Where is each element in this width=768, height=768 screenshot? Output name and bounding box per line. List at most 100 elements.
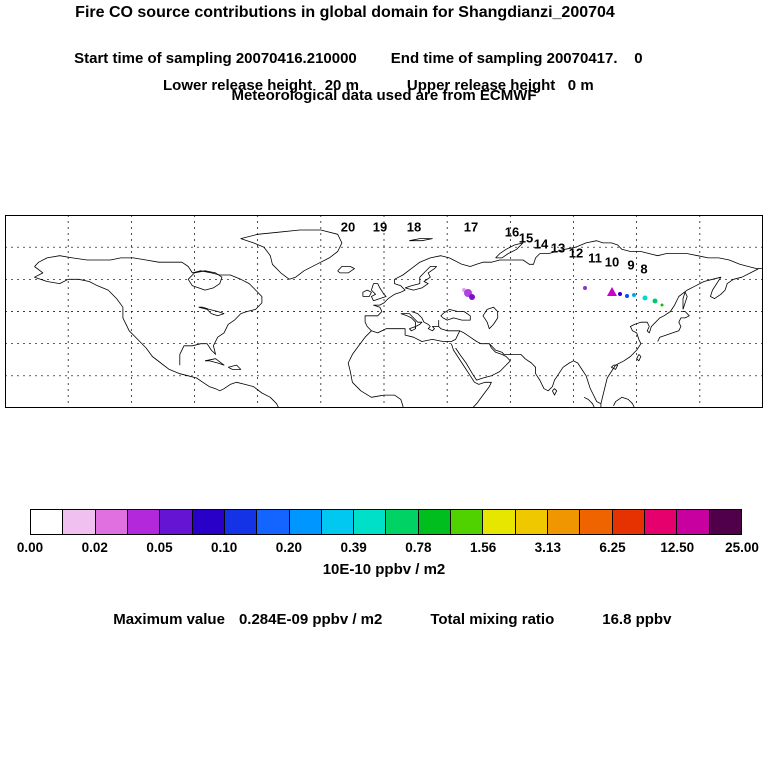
contribution-hotspot <box>652 298 658 304</box>
contribution-hotspot <box>469 294 475 300</box>
coastline <box>482 306 499 330</box>
colorbar-segment <box>62 509 96 535</box>
trajectory-hour-label: 13 <box>551 241 565 256</box>
trajectory-hour-label: 14 <box>534 237 549 252</box>
world-map-svg: 20 19 18 17 16 15 14 13 12 11 10 9 8 <box>5 215 763 408</box>
colorbar-segment <box>482 509 516 535</box>
coastline <box>613 396 635 408</box>
coastline <box>440 309 471 321</box>
met-source-line: Meteorological data used are from ECMWF <box>231 87 537 104</box>
mixing-ratio-value: 16.8 ppbv <box>602 611 672 628</box>
contribution-hotspot <box>642 295 648 301</box>
start-time-text: Start time of sampling 20070416.210000 <box>74 50 357 67</box>
coastline <box>682 291 688 310</box>
coastline <box>404 266 437 291</box>
maximum-value: 0.284E-09 ppbv / m2 <box>238 611 383 628</box>
colorbar-segment <box>514 509 548 535</box>
plot-title: Fire CO source contributions in global d… <box>75 4 615 21</box>
contribution-hotspot <box>632 293 636 297</box>
coastline <box>34 255 263 366</box>
coastline <box>657 311 690 342</box>
coastline <box>347 255 450 408</box>
release-heights-line: Lower release height 20 m Upper release h… <box>0 60 740 111</box>
colorbar-tick-label: 12.50 <box>660 540 695 555</box>
coastline <box>600 268 759 408</box>
coastline <box>495 242 524 259</box>
colorbar-tick-label: 0.20 <box>275 540 303 555</box>
lower-release-text: Lower release height 20 m <box>163 77 359 94</box>
colorbar-tick-label: 0.02 <box>81 540 108 555</box>
stats-line: Maximum value 0.284E-09 ppbv / m2 Total mi… <box>0 594 768 645</box>
coastline <box>489 343 602 405</box>
colorbar-tick-label: 25.00 <box>725 540 759 555</box>
colorbar-segment <box>159 509 193 535</box>
coastline <box>409 238 433 242</box>
colorbar-segment <box>30 509 64 535</box>
contribution-hotspot <box>607 287 617 296</box>
trajectory-hour-label: 9 <box>627 258 634 273</box>
colorbar-segment <box>450 509 484 535</box>
colorbar-tick-label: 6.25 <box>599 540 626 555</box>
coastline <box>240 229 343 280</box>
colorbar-segment <box>223 509 258 535</box>
trajectory-hour-label: 10 <box>605 255 619 270</box>
end-time-text: End time of sampling 20070417. 0 <box>390 50 643 67</box>
coastline <box>400 313 423 327</box>
colorbar-segment <box>547 509 581 535</box>
colorbar-segment <box>417 509 452 535</box>
trajectory-hour-label: 19 <box>373 220 387 235</box>
colorbar-ticks: 0.00 0.02 0.05 0.10 0.20 0.39 0.78 1.56 3.13 6.25… <box>17 540 759 558</box>
colorbar-segment <box>579 509 613 535</box>
colorbar-segment <box>643 509 678 535</box>
trajectory-hour-label: 16 <box>505 225 519 240</box>
coastline <box>636 354 642 362</box>
contribution-hotspot <box>618 292 622 296</box>
colorbar-segment <box>708 509 742 535</box>
trajectory-hour-label: 18 <box>407 220 421 235</box>
colorbar-segment <box>94 509 128 535</box>
coastline <box>198 306 225 317</box>
coastline <box>449 240 763 269</box>
colorbar-segment <box>256 509 290 535</box>
trajectory-hour-label: 15 <box>519 231 533 246</box>
colorbar-units-label: 10E-10 ppbv / m2 <box>322 561 446 578</box>
coastline <box>611 364 619 370</box>
coastline <box>371 283 387 302</box>
coastline <box>583 396 595 408</box>
colorbar-segment <box>288 509 322 535</box>
colorbar-tick-label: 0.00 <box>16 540 44 555</box>
coastline <box>455 330 511 381</box>
contribution-hotspot <box>583 286 587 290</box>
colorbar-tick-label: 0.10 <box>211 540 238 555</box>
colorbar-segment <box>126 509 161 535</box>
colorbar-segment <box>385 509 419 535</box>
colorbar-tick-label: 1.56 <box>469 540 497 555</box>
coastline <box>362 289 372 297</box>
coastline <box>34 266 280 408</box>
coastline <box>204 358 225 366</box>
colorbar-segment <box>676 509 710 535</box>
colorbar-segment <box>611 509 645 535</box>
coastline <box>187 270 223 291</box>
coastline <box>228 364 242 370</box>
upper-release-text: Upper release height 0 m <box>406 77 594 94</box>
trajectory-hour-label: 12 <box>569 246 583 261</box>
coastline <box>451 343 492 408</box>
trajectory-hour-label: 11 <box>588 251 602 266</box>
maximum-value-label: Maximum value <box>113 611 225 628</box>
mixing-ratio-label: Total mixing ratio <box>430 611 555 628</box>
coastline <box>552 388 558 396</box>
coastline <box>371 320 461 342</box>
trajectory-hour-label: 17 <box>464 220 478 235</box>
map-border <box>5 215 763 408</box>
colorbar-tick-label: 0.78 <box>405 540 432 555</box>
world-map: 20 19 18 17 16 15 14 13 12 11 10 9 8 <box>5 215 763 408</box>
coastline <box>337 266 355 274</box>
trajectory-hour-label: 8 <box>640 262 647 277</box>
trajectory-hour-label: 20 <box>341 220 355 235</box>
contribution-hotspot <box>625 294 629 298</box>
colorbar-tick-label: 3.13 <box>534 540 561 555</box>
colorbar-segment <box>320 509 355 535</box>
colorbar <box>30 509 742 535</box>
